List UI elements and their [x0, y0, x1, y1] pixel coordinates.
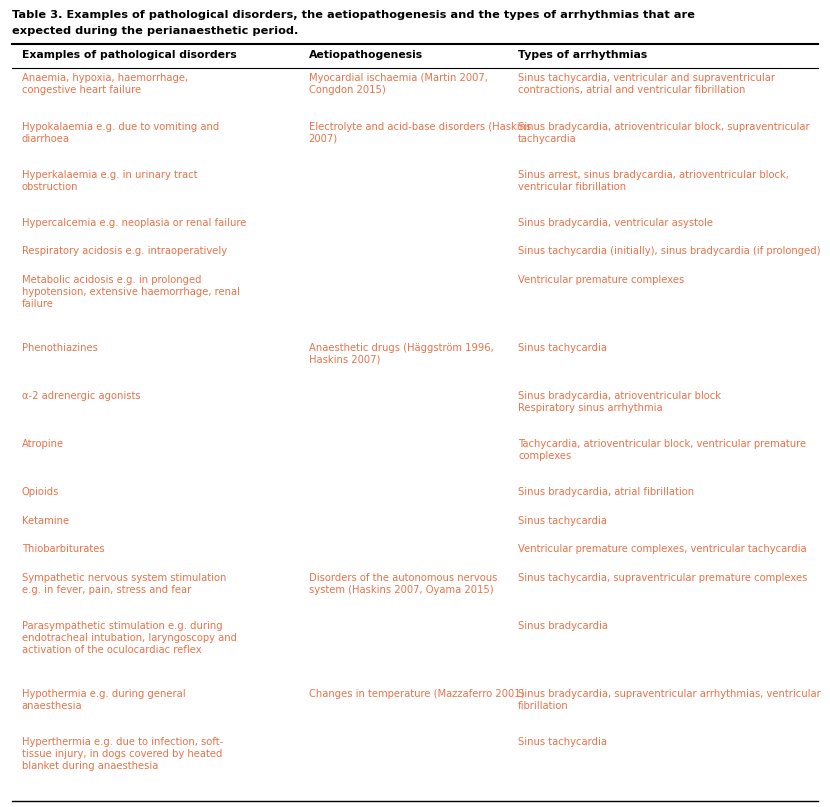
Text: Changes in temperature (Mazzaferro 2001): Changes in temperature (Mazzaferro 2001): [309, 688, 524, 699]
Text: Anaesthetic drugs (Häggström 1996,
Haskins 2007): Anaesthetic drugs (Häggström 1996, Haski…: [309, 343, 493, 365]
Text: Respiratory acidosis e.g. intraoperatively: Respiratory acidosis e.g. intraoperative…: [22, 246, 227, 257]
Text: Sinus bradycardia, ventricular asystole: Sinus bradycardia, ventricular asystole: [518, 218, 713, 228]
Text: Hypokalaemia e.g. due to vomiting and
diarrhoea: Hypokalaemia e.g. due to vomiting and di…: [22, 122, 219, 144]
Text: Anaemia, hypoxia, haemorrhage,
congestive heart failure: Anaemia, hypoxia, haemorrhage, congestiv…: [22, 73, 188, 95]
Text: Disorders of the autonomous nervous
system (Haskins 2007, Oyama 2015): Disorders of the autonomous nervous syst…: [309, 573, 497, 595]
Text: Sinus tachycardia, supraventricular premature complexes: Sinus tachycardia, supraventricular prem…: [518, 573, 808, 583]
Text: Thiobarbiturates: Thiobarbiturates: [22, 544, 105, 554]
Text: Sinus tachycardia, ventricular and supraventricular
contractions, atrial and ven: Sinus tachycardia, ventricular and supra…: [518, 73, 775, 95]
Text: Sinus bradycardia, atrial fibrillation: Sinus bradycardia, atrial fibrillation: [518, 487, 694, 497]
Text: Hypothermia e.g. during general
anaesthesia: Hypothermia e.g. during general anaesthe…: [22, 688, 185, 711]
Text: Parasympathetic stimulation e.g. during
endotracheal intubation, laryngoscopy an: Parasympathetic stimulation e.g. during …: [22, 621, 237, 655]
Text: Opioids: Opioids: [22, 487, 59, 497]
Text: α-2 adrenergic agonists: α-2 adrenergic agonists: [22, 391, 140, 401]
Text: Types of arrhythmias: Types of arrhythmias: [518, 51, 647, 61]
Text: Sympathetic nervous system stimulation
e.g. in fever, pain, stress and fear: Sympathetic nervous system stimulation e…: [22, 573, 226, 595]
Text: expected during the perianaesthetic period.: expected during the perianaesthetic peri…: [12, 27, 298, 36]
Text: Sinus arrest, sinus bradycardia, atrioventricular block,
ventricular fibrillatio: Sinus arrest, sinus bradycardia, atriove…: [518, 169, 789, 192]
Text: Sinus bradycardia, atrioventricular block
Respiratory sinus arrhythmia: Sinus bradycardia, atrioventricular bloc…: [518, 391, 721, 413]
Text: Ventricular premature complexes: Ventricular premature complexes: [518, 275, 685, 285]
Text: Aetiopathogenesis: Aetiopathogenesis: [309, 51, 422, 61]
Text: Metabolic acidosis e.g. in prolonged
hypotension, extensive haemorrhage, renal
f: Metabolic acidosis e.g. in prolonged hyp…: [22, 275, 240, 309]
Text: Sinus tachycardia: Sinus tachycardia: [518, 516, 608, 525]
Text: Electrolyte and acid-base disorders (Haskins
2007): Electrolyte and acid-base disorders (Has…: [309, 122, 531, 144]
Text: Hyperthermia e.g. due to infection, soft-
tissue injury, in dogs covered by heat: Hyperthermia e.g. due to infection, soft…: [22, 737, 223, 771]
Text: Phenothiazines: Phenothiazines: [22, 343, 98, 353]
Text: Examples of pathological disorders: Examples of pathological disorders: [22, 51, 237, 61]
Text: Tachycardia, atrioventricular block, ventricular premature
complexes: Tachycardia, atrioventricular block, ven…: [518, 439, 806, 461]
Text: Sinus tachycardia (initially), sinus bradycardia (if prolonged): Sinus tachycardia (initially), sinus bra…: [518, 246, 821, 257]
Text: Hyperkalaemia e.g. in urinary tract
obstruction: Hyperkalaemia e.g. in urinary tract obst…: [22, 169, 198, 192]
Text: Hypercalcemia e.g. neoplasia or renal failure: Hypercalcemia e.g. neoplasia or renal fa…: [22, 218, 246, 228]
Text: Ventricular premature complexes, ventricular tachycardia: Ventricular premature complexes, ventric…: [518, 544, 807, 554]
Text: Table 3. Examples of pathological disorders, the aetiopathogenesis and the types: Table 3. Examples of pathological disord…: [12, 10, 695, 20]
Text: Myocardial ischaemia (Martin 2007,
Congdon 2015): Myocardial ischaemia (Martin 2007, Congd…: [309, 73, 487, 95]
Text: Sinus bradycardia: Sinus bradycardia: [518, 621, 608, 631]
Text: Sinus tachycardia: Sinus tachycardia: [518, 737, 608, 746]
Text: Sinus tachycardia: Sinus tachycardia: [518, 343, 608, 353]
Text: Ketamine: Ketamine: [22, 516, 69, 525]
Text: Atropine: Atropine: [22, 439, 64, 449]
Text: Sinus bradycardia, atrioventricular block, supraventricular
tachycardia: Sinus bradycardia, atrioventricular bloc…: [518, 122, 810, 144]
Text: Sinus bradycardia, supraventricular arrhythmias, ventricular
fibrillation: Sinus bradycardia, supraventricular arrh…: [518, 688, 821, 711]
